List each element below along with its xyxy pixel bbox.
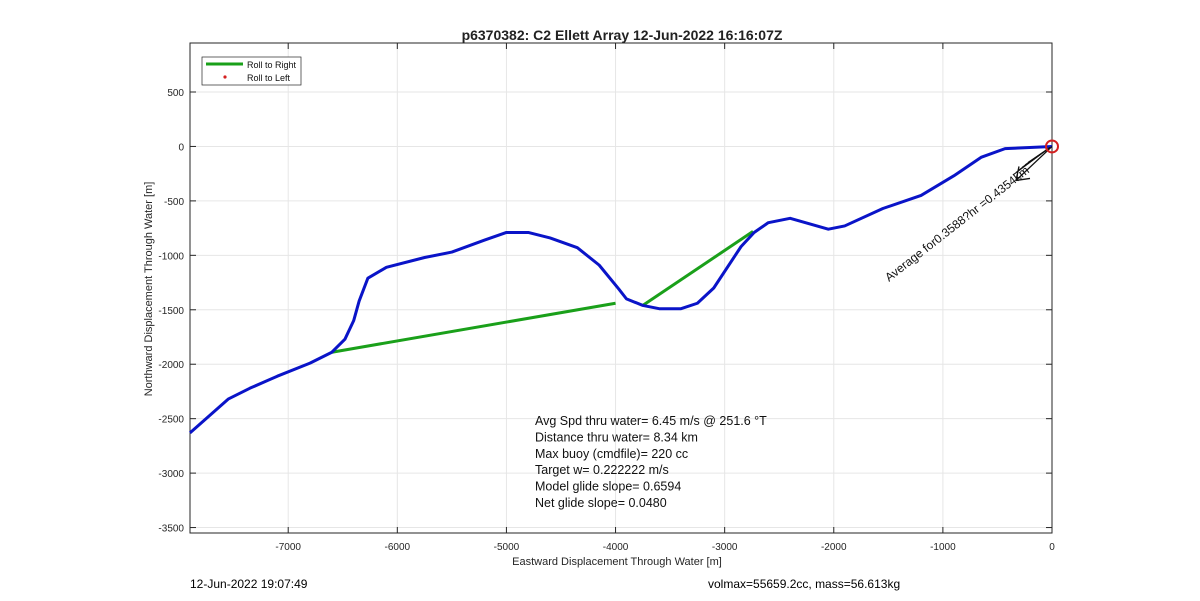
- legend: Roll to Right Roll to Left: [201, 56, 302, 86]
- x-tick-label: -4000: [603, 542, 629, 553]
- x-tick-label: -2000: [821, 542, 847, 553]
- info-block: Avg Spd thru water= 6.45 m/s @ 251.6 °T D…: [535, 414, 767, 510]
- info-line: Distance thru water= 8.34 km: [535, 430, 698, 444]
- info-line: Model glide slope= 0.6594: [535, 480, 681, 494]
- x-tick-label: -6000: [385, 542, 411, 553]
- y-axis-label: Northward Displacement Through Water [m]: [143, 182, 155, 397]
- y-tick-label: -3500: [158, 524, 184, 535]
- plot-area-frame: [189, 42, 1053, 534]
- average-annotation: Average for0.3588?hr =0.4354km: [882, 163, 1032, 284]
- info-line: Max buoy (cmdfile)= 220 cc: [535, 447, 688, 461]
- grid-lines: [190, 43, 1053, 533]
- chart-title: p6370382: C2 Ellett Array 12-Jun-2022 16…: [462, 27, 783, 43]
- y-tick-label: -2000: [158, 360, 184, 371]
- average-arrow-shaft: [1015, 145, 1053, 181]
- y-tick-label: -3000: [158, 469, 184, 480]
- x-tick-label: -1000: [930, 542, 956, 553]
- roll-right-segment: [641, 230, 754, 307]
- y-tick-label: -2500: [158, 415, 184, 426]
- average-arrow-head: [1015, 177, 1031, 182]
- legend-box: [201, 56, 302, 86]
- axis-ticks: -7000 -6000 -5000 -4000 -3000 -2000 -1000 0 500 0…: [158, 43, 1055, 553]
- y-tick-label: -500: [164, 197, 184, 208]
- x-tick-label: -5000: [494, 542, 520, 553]
- footer-volmax-mass: volmax=55659.2cc, mass=56.613kg: [708, 577, 901, 591]
- average-arrow-head: [1015, 166, 1020, 181]
- footer-timestamp: 12-Jun-2022 19:07:49: [190, 577, 308, 591]
- roll-right-segment: [331, 301, 616, 354]
- x-tick-label: -7000: [275, 542, 301, 553]
- info-line: Target w= 0.222222 m/s: [535, 463, 669, 477]
- legend-roll-left-label: Roll to Left: [247, 73, 291, 83]
- info-line: Avg Spd thru water= 6.45 m/s @ 251.6 °T: [535, 414, 767, 428]
- y-tick-label: 0: [178, 142, 184, 153]
- track-line: [189, 144, 1053, 434]
- series-layer: [189, 139, 1059, 434]
- x-tick-label: -3000: [712, 542, 738, 553]
- info-line: Net glide slope= 0.0480: [535, 496, 667, 510]
- legend-roll-right-label: Roll to Right: [247, 60, 297, 70]
- x-tick-label: 0: [1049, 542, 1055, 553]
- legend-roll-left-swatch: [223, 75, 227, 79]
- average-arrow-hatch: [1012, 147, 1051, 176]
- y-tick-label: 500: [167, 88, 184, 99]
- x-axis-label: Eastward Displacement Through Water [m]: [512, 556, 722, 568]
- y-tick-label: -1500: [158, 306, 184, 317]
- end-position-marker: [1045, 139, 1059, 154]
- y-tick-label: -1000: [158, 251, 184, 262]
